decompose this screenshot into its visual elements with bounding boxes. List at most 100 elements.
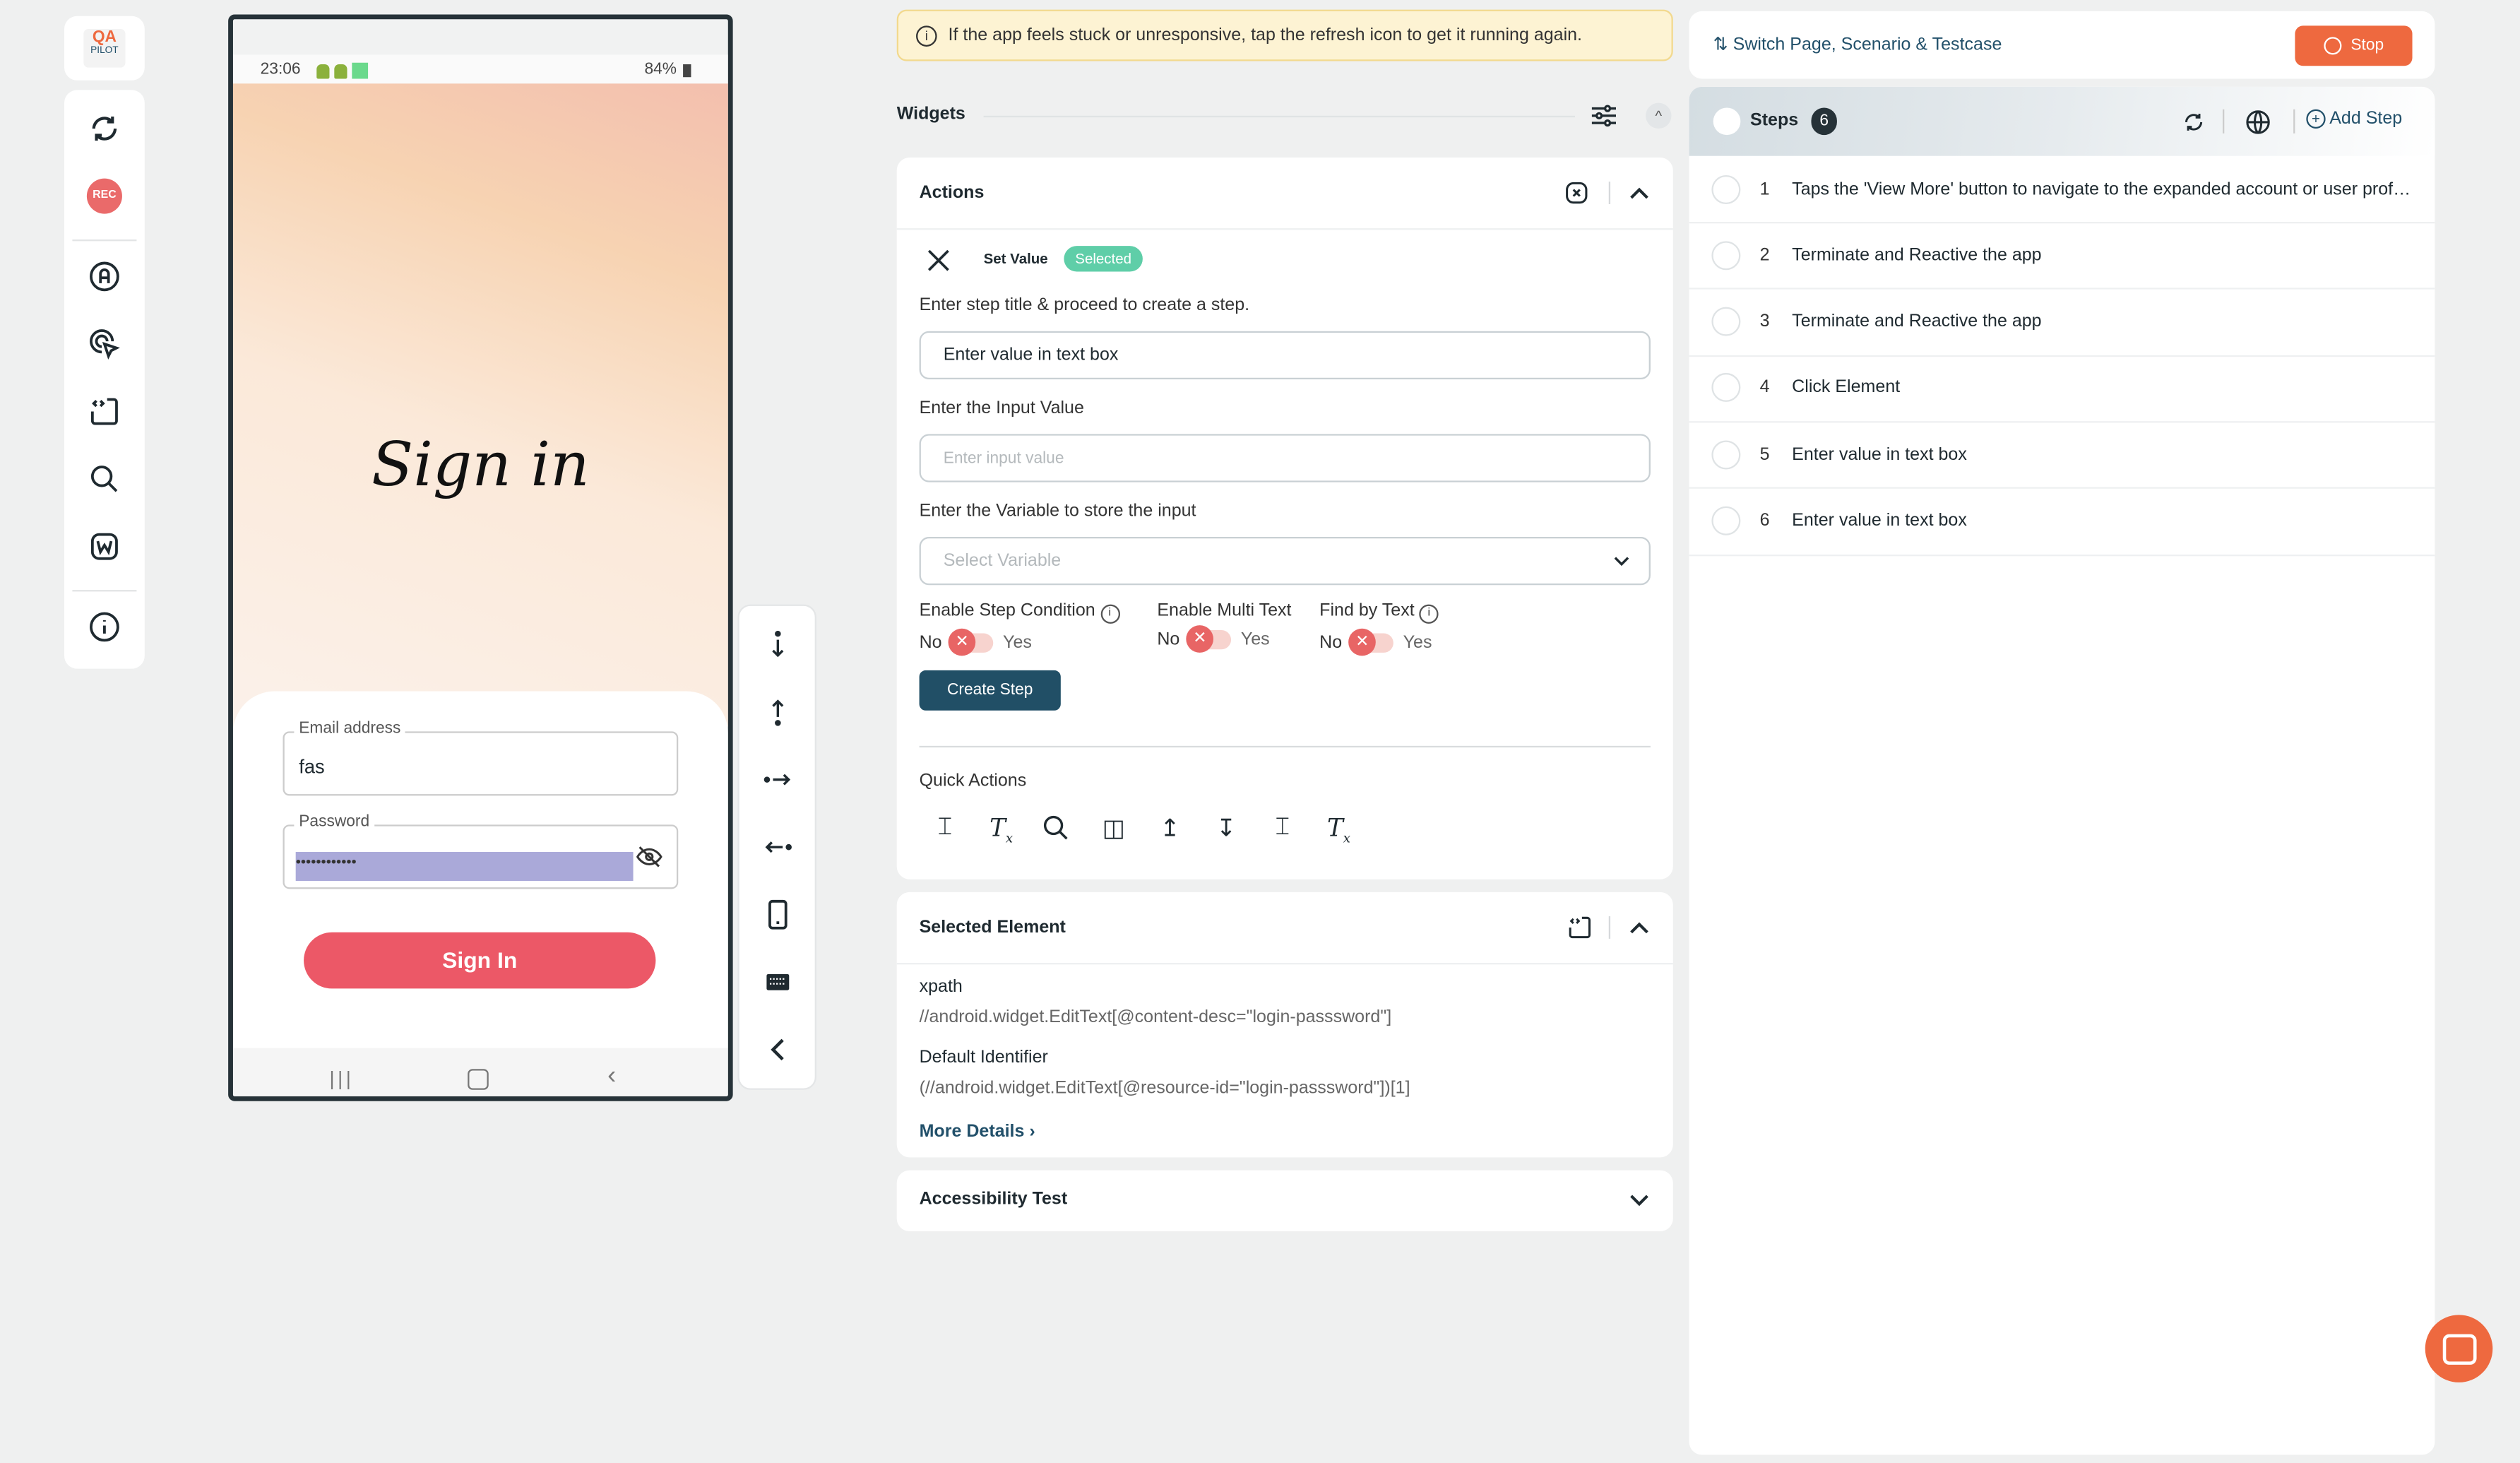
actions-card: Actions Set Value Selected Enter step ti… <box>896 157 1673 879</box>
step-number: 4 <box>1759 378 1770 398</box>
keyboard-icon[interactable] <box>760 964 795 1000</box>
logo: QA PILOT <box>83 28 126 68</box>
nav-bar: ||| ‹ <box>232 1048 728 1096</box>
status-bar: 23:06 84% <box>232 54 728 84</box>
back-icon[interactable] <box>760 1032 795 1067</box>
step-checkbox[interactable] <box>1711 506 1741 535</box>
code-frame-icon[interactable] <box>87 393 122 429</box>
step-number: 2 <box>1759 245 1770 265</box>
collapse-selected-button[interactable] <box>1622 910 1657 945</box>
search-icon[interactable] <box>1042 813 1074 846</box>
home-icon[interactable] <box>468 1069 489 1090</box>
code-frame-icon[interactable] <box>1562 910 1598 945</box>
device-icon[interactable] <box>760 897 795 932</box>
toggle-step-condition: Enable Step Condition i NoYes <box>920 601 1119 656</box>
step-item[interactable]: 4 Click Element <box>1689 355 2435 423</box>
refresh-icon[interactable] <box>87 111 122 146</box>
input-value-field[interactable]: Enter input value <box>919 434 1651 482</box>
collapse-widgets-button[interactable]: ^ <box>1646 102 1672 129</box>
clear-format-icon[interactable]: Tx <box>1326 813 1351 846</box>
step-checkbox[interactable] <box>1711 439 1741 469</box>
stop-button[interactable]: Stop <box>2295 25 2413 66</box>
step-number: 1 <box>1759 179 1770 199</box>
actions-title: Actions <box>919 183 985 203</box>
split-icon[interactable]: ◫ <box>1102 815 1126 843</box>
step-checkbox[interactable] <box>1711 174 1741 203</box>
xpath-value: //android.widget.EditText[@content-desc=… <box>919 1007 1392 1028</box>
plus-circle-icon: + <box>2306 109 2326 129</box>
step-condition-toggle[interactable] <box>948 628 994 656</box>
accessibility-card[interactable]: Accessibility Test <box>896 1170 1673 1232</box>
swipe-left-icon[interactable] <box>760 829 795 865</box>
text-select-icon[interactable]: ⌶ <box>937 813 953 841</box>
info-icon[interactable] <box>87 609 122 644</box>
step-title: Enter value in text box <box>1792 511 1967 531</box>
device-toolbar <box>737 604 816 1090</box>
step-item[interactable]: 3 Terminate and Reactive the app <box>1689 289 2435 357</box>
tool-sidebar: REC <box>64 90 145 669</box>
battery-label: 84% <box>644 61 677 79</box>
sign-in-button[interactable]: Sign In <box>304 932 656 989</box>
step-number: 3 <box>1759 312 1770 331</box>
hide-password-icon[interactable] <box>636 846 662 868</box>
login-form: Email address fas Password •••••••••••• … <box>232 691 728 1048</box>
widget-settings-icon[interactable] <box>1586 98 1622 134</box>
device-screen[interactable]: 23:06 84% Sign in Email address fas Pass… <box>228 14 733 1101</box>
step-number: 6 <box>1759 511 1770 531</box>
collapse-actions-button[interactable] <box>1622 175 1657 211</box>
tap-cursor-icon[interactable] <box>87 326 122 362</box>
swipe-up-icon[interactable] <box>760 694 795 730</box>
selected-badge: Selected <box>1064 246 1143 272</box>
step-checkbox[interactable] <box>1711 373 1741 403</box>
scroll-up-icon[interactable]: ↥ <box>1160 815 1180 843</box>
record-button[interactable]: REC <box>86 178 122 214</box>
find-by-text-toggle[interactable] <box>1348 628 1394 656</box>
multi-text-toggle[interactable] <box>1186 625 1232 653</box>
chat-icon <box>2442 1333 2476 1364</box>
search-icon[interactable] <box>87 461 122 497</box>
android-icons <box>316 62 371 79</box>
swipe-down-icon[interactable] <box>760 627 795 662</box>
auto-icon[interactable] <box>87 259 122 294</box>
web-icon[interactable] <box>87 529 122 564</box>
step-item[interactable]: 1 Taps the 'View More' button to navigate… <box>1689 156 2435 224</box>
chevron-down-icon[interactable] <box>1622 1183 1657 1219</box>
steps-count-badge: 6 <box>1811 107 1837 136</box>
switch-page-button[interactable]: ⇅ Switch Page, Scenario & Testcase <box>1713 35 2002 55</box>
divider <box>896 963 1673 965</box>
step-title-input[interactable]: Enter value in text box <box>919 331 1651 380</box>
step-item[interactable]: 5 Enter value in text box <box>1689 422 2435 490</box>
back-nav-icon[interactable]: ‹ <box>607 1062 617 1090</box>
chat-button[interactable] <box>2425 1315 2493 1382</box>
recents-icon[interactable]: ||| <box>329 1067 355 1090</box>
switch-icon: ⇅ <box>1713 35 1728 55</box>
create-step-button[interactable]: Create Step <box>919 670 1061 711</box>
email-field[interactable]: Email address fas <box>283 720 679 796</box>
divider <box>919 745 1651 748</box>
globe-icon[interactable] <box>2240 105 2276 140</box>
battery-icon <box>683 64 691 78</box>
step-checkbox[interactable] <box>1711 307 1741 336</box>
password-field[interactable]: Password •••••••••••• <box>283 813 679 889</box>
logo-card: QA PILOT <box>64 16 145 81</box>
refresh-steps-icon[interactable] <box>2176 105 2211 140</box>
add-step-button[interactable]: + Add Step <box>2306 109 2402 129</box>
sign-in-title: Sign in <box>371 429 590 500</box>
scroll-down-icon[interactable]: ↧ <box>1216 815 1237 843</box>
step-item[interactable]: 2 Terminate and Reactive the app <box>1689 223 2435 290</box>
variable-select[interactable]: Select Variable <box>919 537 1651 586</box>
default-identifier-value: (//android.widget.EditText[@resource-id=… <box>919 1078 1410 1098</box>
close-action-button[interactable] <box>921 243 956 278</box>
swipe-right-icon[interactable] <box>760 762 795 798</box>
step-item[interactable]: 6 Enter value in text box <box>1689 488 2435 556</box>
divider <box>983 115 1575 118</box>
stop-icon <box>2323 37 2341 55</box>
divider <box>896 228 1673 230</box>
clear-icon[interactable] <box>1559 175 1594 211</box>
steps-header: Steps 6 + Add Step <box>1689 86 2435 156</box>
more-details-link[interactable]: More Details › <box>919 1122 1035 1142</box>
text-select-icon[interactable]: ⌶ <box>1275 813 1290 841</box>
select-all-checkbox[interactable] <box>1713 107 1741 136</box>
step-checkbox[interactable] <box>1711 240 1741 270</box>
clear-format-icon[interactable]: Tx <box>989 813 1014 846</box>
